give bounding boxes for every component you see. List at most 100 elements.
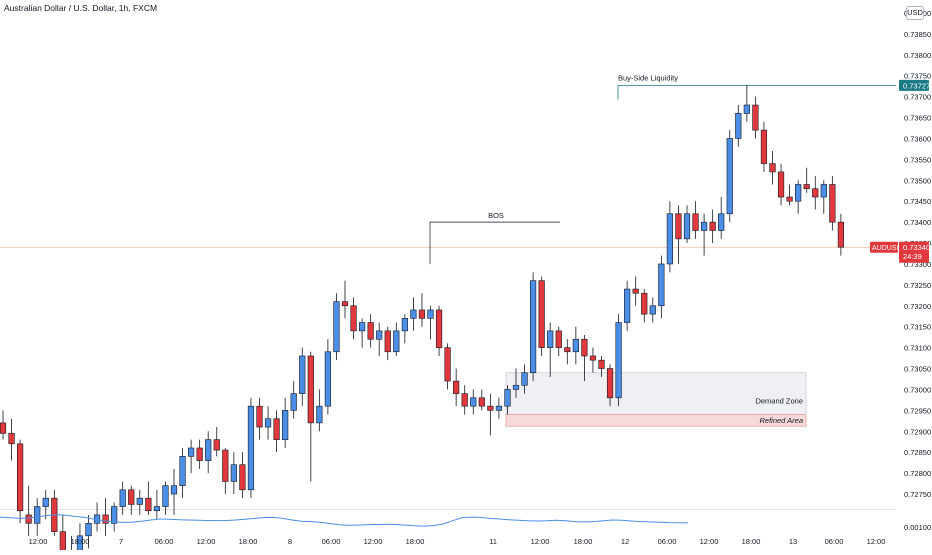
x-tick-label: 12:00 <box>197 537 216 546</box>
candle-up <box>795 184 802 202</box>
y-tick-label: 0.73550 <box>904 155 931 164</box>
x-tick-label: 18:00 <box>406 537 425 546</box>
candle-down <box>812 188 819 198</box>
y-tick-label: 0.72800 <box>904 469 931 478</box>
candle-up <box>42 497 49 507</box>
candles-layer <box>0 85 844 555</box>
liquidity-price-tag <box>899 79 929 91</box>
candle-down <box>273 418 280 440</box>
candle-up <box>743 104 750 114</box>
candle-down <box>341 301 349 307</box>
y-tick-label: 0.73250 <box>904 281 931 290</box>
candle-up <box>324 351 332 407</box>
candle-down <box>777 171 785 198</box>
y-tick-label: 0.73650 <box>904 114 931 123</box>
x-tick-label: 12:00 <box>867 537 886 546</box>
candle-down <box>641 292 648 315</box>
annotation-lines <box>0 84 896 265</box>
candle-down <box>675 213 682 240</box>
x-tick-label: 18:00 <box>71 537 90 546</box>
y-tick-label: 0.73600 <box>904 134 931 143</box>
candle-up <box>470 397 477 407</box>
candle-down <box>769 163 776 173</box>
candle-down <box>8 433 15 445</box>
candle-down <box>222 449 229 482</box>
y-tick-label: 0.73800 <box>904 51 931 60</box>
y-tick-label: 0.73450 <box>904 197 931 206</box>
x-tick-label: 12:00 <box>29 537 48 546</box>
y-tick-label: 0.72850 <box>904 448 931 457</box>
candle-down <box>709 221 716 231</box>
x-tick-label: 18:00 <box>239 537 258 546</box>
candle-up <box>529 280 537 374</box>
candle-down <box>128 489 135 505</box>
symbol-tag-text: AUDUSD <box>872 245 902 252</box>
candle-up <box>658 263 665 307</box>
candle-up <box>170 485 178 495</box>
oscillator-line <box>0 514 689 527</box>
y-tick-label: 0.72900 <box>904 427 931 436</box>
candle-up <box>299 355 306 394</box>
current-price-tag <box>899 241 929 263</box>
y-tick-label: 0.72750 <box>904 490 931 499</box>
candle-down <box>487 405 494 411</box>
refined-area-label: Refined Area <box>760 416 804 425</box>
candle-down <box>102 514 109 524</box>
x-tick-label: 11 <box>489 537 497 546</box>
liquidity-price-tag-text: 0.73727 <box>903 81 930 90</box>
candle-up <box>820 184 827 198</box>
candle-up <box>401 318 408 332</box>
candle-down <box>632 288 639 294</box>
x-tick-label: 06:00 <box>658 537 677 546</box>
candle-down <box>564 347 571 353</box>
candle-down <box>837 221 844 248</box>
candle-down <box>307 355 314 424</box>
current-price-tag-text: 0.73340 <box>903 243 930 252</box>
candle-down <box>606 368 614 399</box>
candle-down <box>16 443 24 512</box>
candle-down <box>453 380 460 394</box>
candle-down <box>538 280 545 348</box>
candle-down <box>444 347 451 382</box>
candle-down <box>829 184 836 223</box>
oscillator-pane <box>0 514 689 527</box>
candle-up <box>188 447 195 457</box>
candle-up <box>666 213 673 265</box>
candle-up <box>282 410 289 440</box>
candle-up <box>683 213 691 240</box>
candle-down <box>461 393 468 407</box>
symbol-tag <box>870 241 898 253</box>
candle-up <box>495 405 503 411</box>
y-tick-label: 0.73100 <box>904 344 931 353</box>
time-axis[interactable]: 12:00 18:00 7 06:00 12:00 18:00 8 06:00 12:00 18:… <box>29 537 886 546</box>
candle-up <box>230 464 237 482</box>
candle-down <box>213 439 220 451</box>
candle-up <box>316 405 323 424</box>
candle-down <box>25 514 32 524</box>
y-tick-label: 0.73700 <box>904 93 931 102</box>
bos-line <box>429 221 560 265</box>
x-tick-label: 18:00 <box>742 537 761 546</box>
candle-up <box>615 322 622 399</box>
symbol-title: Australian Dollar / U.S. Dollar, 1h, FXC… <box>4 3 158 13</box>
candle-down <box>752 104 759 131</box>
candle-down <box>692 213 699 231</box>
y-tick-label: 0.73500 <box>904 176 931 185</box>
candle-up <box>179 456 186 486</box>
countdown-tag-text: 24:39 <box>903 252 922 261</box>
y-tick-label: 0.73850 <box>904 30 931 39</box>
bos-label: BOS <box>488 211 504 220</box>
y-tick-label: 0.73000 <box>904 385 931 394</box>
candle-down <box>384 330 391 353</box>
candle-down <box>367 322 374 340</box>
x-tick-label: 06:00 <box>155 537 174 546</box>
x-tick-label: 12 <box>621 537 629 546</box>
candle-down <box>435 309 443 348</box>
annotation-labels: Demand Zone Refined Area BOS Buy-Side Liqui… <box>488 73 803 425</box>
currency-button[interactable]: USD <box>906 6 924 20</box>
candle-up <box>649 305 656 315</box>
candle-up <box>85 522 92 537</box>
